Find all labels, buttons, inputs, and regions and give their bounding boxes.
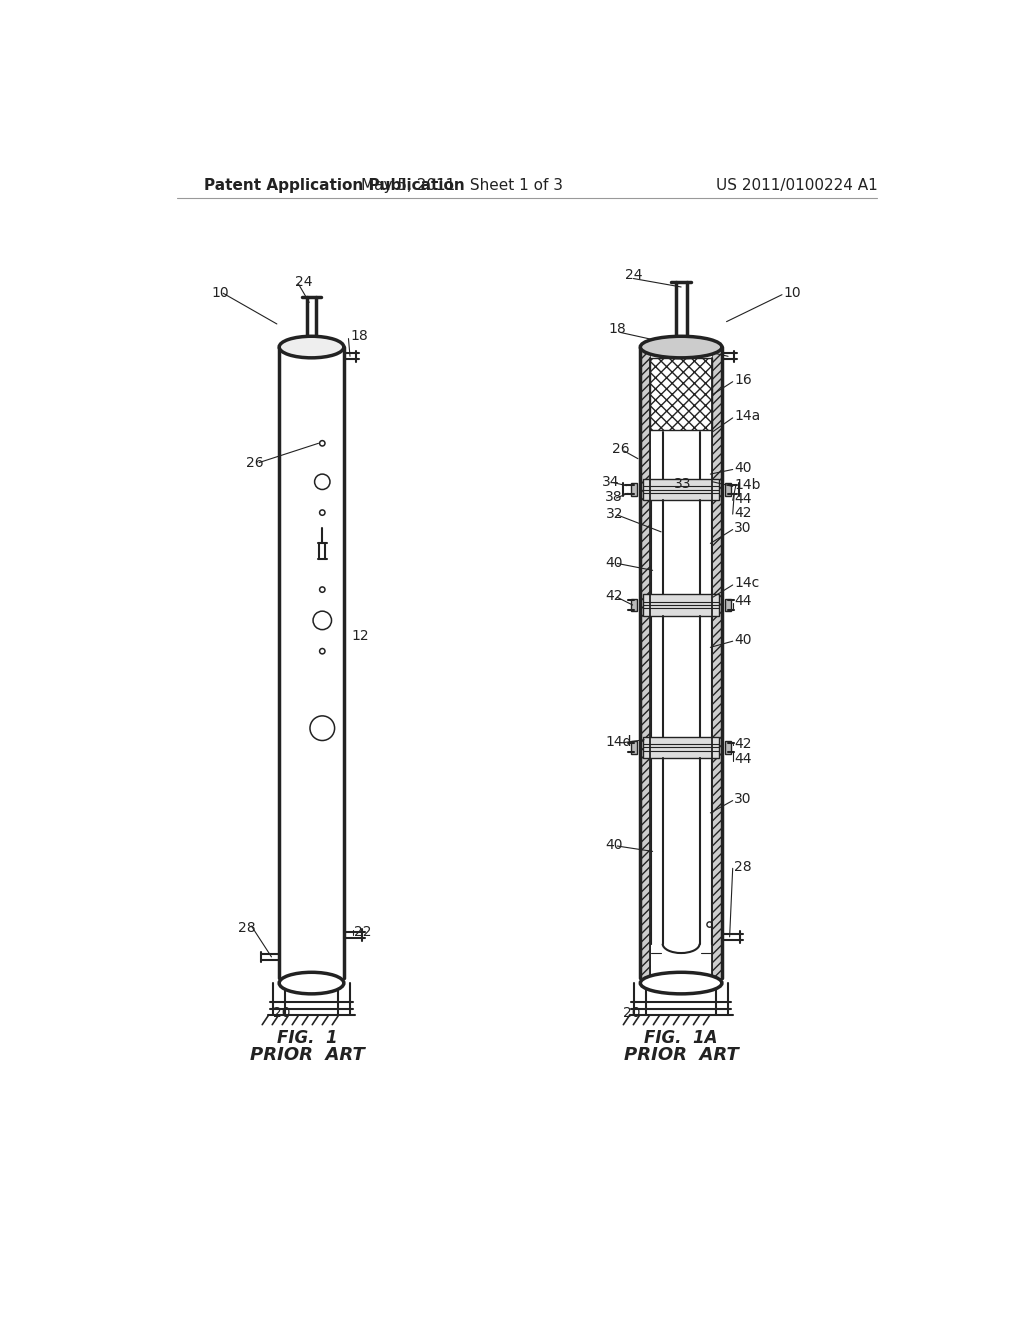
Text: 42: 42 [734,737,752,751]
Text: 12: 12 [351,628,370,643]
Text: 14c: 14c [734,577,760,590]
Bar [631,599,637,611]
Bar [725,742,731,754]
Text: 32: 32 [605,507,624,521]
Text: 40: 40 [734,632,752,647]
Ellipse shape [640,337,722,358]
Bar [631,742,637,754]
Text: PRIOR  ART: PRIOR ART [250,1047,365,1064]
Text: 40: 40 [605,556,624,570]
Bar [712,347,722,978]
Text: 14d: 14d [605,735,632,748]
Bar [643,594,719,615]
Text: 24: 24 [295,275,313,289]
Text: 30: 30 [734,521,752,535]
Text: 28: 28 [239,921,256,936]
Text: May 5, 2011   Sheet 1 of 3: May 5, 2011 Sheet 1 of 3 [360,178,562,193]
Text: 10: 10 [783,286,801,300]
Text: Patent Application Publication: Patent Application Publication [204,178,465,193]
Text: 18: 18 [608,322,626,337]
Text: 10: 10 [211,286,229,300]
Text: 22: 22 [354,925,372,940]
Text: 40: 40 [734,461,752,475]
Text: 38: 38 [605,490,623,504]
Bar [643,737,719,758]
Text: 16: 16 [734,374,752,387]
Bar [631,483,637,496]
Ellipse shape [280,973,344,994]
Ellipse shape [280,337,344,358]
Bar [643,479,719,500]
Text: 44: 44 [734,752,752,766]
Text: 20: 20 [273,1006,291,1020]
Text: 24: 24 [625,268,642,282]
Text: 42: 42 [605,589,624,603]
Bar [725,483,731,496]
Text: 33: 33 [674,477,691,491]
Bar [725,599,731,611]
Text: 26: 26 [611,442,630,457]
Text: US 2011/0100224 A1: US 2011/0100224 A1 [716,178,878,193]
Text: 44: 44 [734,492,752,506]
Text: 44: 44 [734,594,752,609]
Text: 28: 28 [734,859,752,874]
Text: FIG.  1A: FIG. 1A [644,1028,718,1047]
Text: 14a: 14a [734,409,761,424]
Ellipse shape [640,973,722,994]
Text: FIG.  1: FIG. 1 [278,1028,338,1047]
Bar [640,347,650,978]
Bar [650,358,712,430]
Text: PRIOR  ART: PRIOR ART [624,1047,738,1064]
Text: 14b: 14b [734,478,761,492]
Text: 20: 20 [624,1006,641,1020]
Text: 34: 34 [602,475,620,488]
Text: 42: 42 [734,506,752,520]
Text: 40: 40 [605,838,624,853]
Text: 26: 26 [246,455,264,470]
Text: 30: 30 [734,792,752,807]
Text: 18: 18 [350,329,368,342]
